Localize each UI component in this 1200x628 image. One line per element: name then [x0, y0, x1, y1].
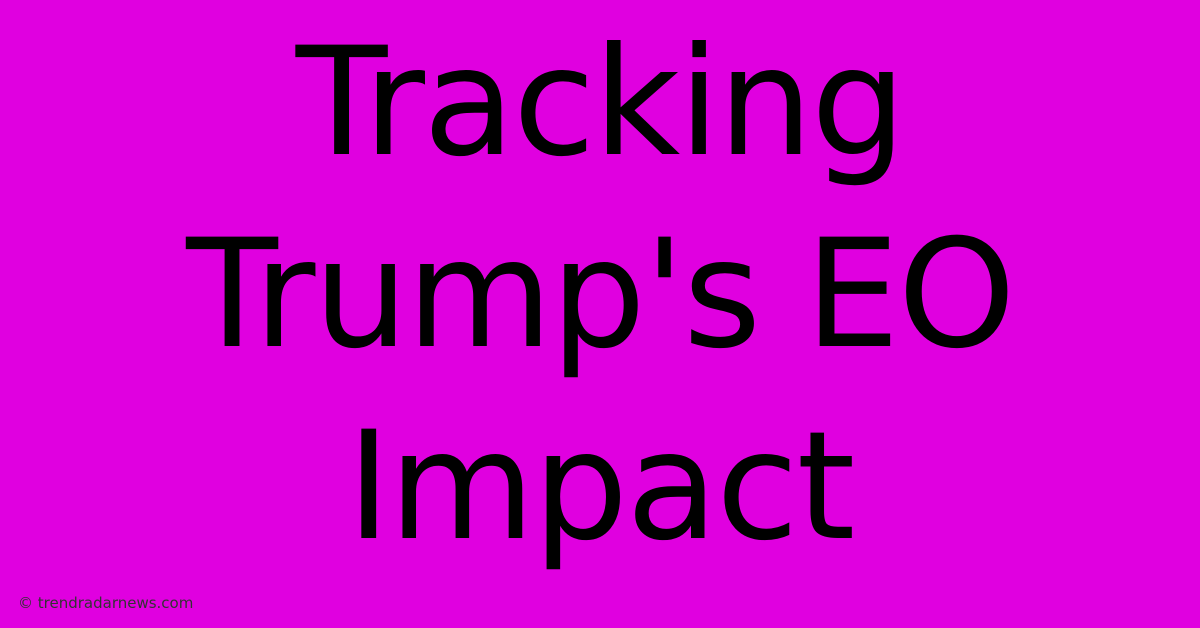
headline-text: Tracking Trump's EO Impact: [0, 0, 1200, 590]
attribution-text: © trendradarnews.com: [18, 594, 193, 612]
